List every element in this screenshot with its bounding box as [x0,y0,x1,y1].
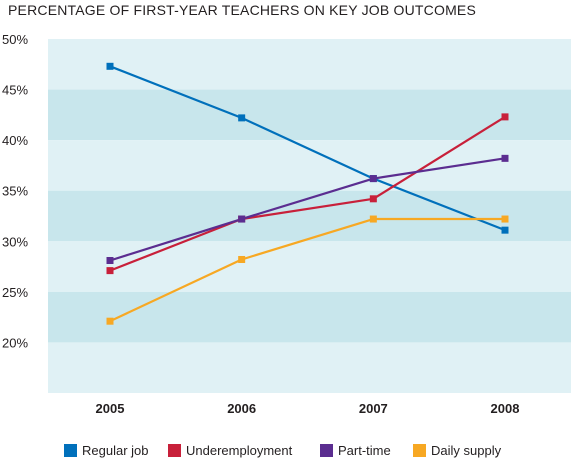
x-tick-label: 2007 [359,401,388,416]
grid-band [48,241,571,292]
x-tick-label: 2006 [227,401,256,416]
legend-label: Daily supply [431,443,502,458]
data-point [369,195,377,203]
grid-band [48,89,571,141]
x-tick-label: 2008 [491,401,520,416]
chart-title: PERCENTAGE OF FIRST-YEAR TEACHERS ON KEY… [8,2,476,18]
y-tick-label: 25% [2,285,28,300]
series-line [109,115,506,272]
data-point [106,317,114,325]
legend-swatch [320,444,333,457]
data-point [501,215,509,223]
series-line [109,65,506,232]
grid-band [48,291,571,343]
grid-band [48,39,571,90]
series-line [109,217,505,323]
legend-swatch [168,444,181,457]
data-point [238,255,246,263]
data-point [238,114,246,122]
y-tick-label: 20% [2,335,28,350]
data-point [369,175,377,183]
y-tick-label: 35% [2,184,28,199]
y-tick-label: 40% [2,133,28,148]
y-tick-label: 45% [2,83,28,98]
data-point [369,215,377,223]
legend: Regular job Underemployment Part-time Daily… [64,443,502,458]
grid-band [48,342,571,393]
data-point [106,267,114,275]
legend-label: Underemployment [186,443,293,458]
series-points [106,62,509,325]
y-tick-label: 30% [2,234,28,249]
data-point [501,113,509,121]
data-point [501,226,509,234]
x-axis-ticks: 2005 2006 2007 2008 [96,401,520,416]
series-lines [109,65,506,323]
grid-band [48,140,571,191]
y-axis-ticks: 50% 45% 40% 35% 30% 25% 20% [2,32,28,350]
plot-background [48,39,571,393]
data-point [106,62,114,70]
legend-swatch [413,444,426,457]
data-point [238,215,246,223]
data-point [501,154,509,162]
x-tick-label: 2005 [96,401,125,416]
series-line [109,157,506,262]
legend-swatch [64,444,77,457]
legend-label: Regular job [82,443,149,458]
legend-label: Part-time [338,443,391,458]
data-point [106,257,114,265]
y-tick-label: 50% [2,32,28,47]
